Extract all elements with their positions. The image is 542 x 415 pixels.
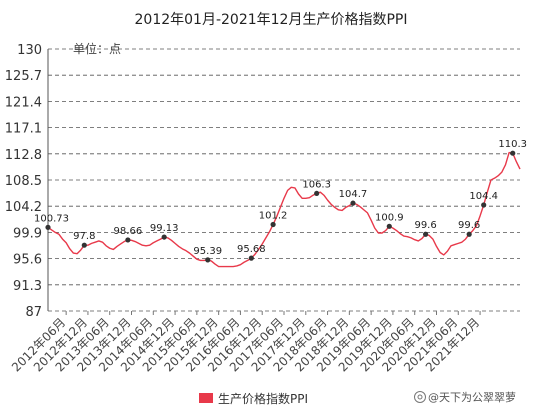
y-tick-label: 108.5 (5, 174, 42, 189)
data-point (423, 231, 429, 237)
data-point (270, 221, 276, 228)
data-label: 98.66 (114, 226, 143, 237)
data-label: 97.8 (73, 231, 95, 242)
y-tick-label: 130 (17, 43, 42, 58)
data-label: 95.39 (193, 246, 222, 257)
y-tick-label: 117.1 (5, 122, 42, 137)
legend: 生产价格指数PPI (199, 391, 308, 406)
series-group (45, 150, 521, 268)
chart-title: 2012年01月-2021年12月生产价格指数PPI (135, 12, 408, 28)
watermark: @天下为公翠翠萝 (414, 391, 516, 404)
y-tick-label: 121.4 (5, 95, 42, 110)
watermark-text: @天下为公翠翠萝 (428, 391, 516, 404)
data-label: 100.73 (34, 213, 69, 224)
data-label: 110.3 (498, 139, 527, 150)
data-point (125, 237, 131, 243)
data-label: 100.9 (375, 212, 404, 223)
unit-label: 单位：点 (73, 41, 121, 56)
data-point (314, 190, 320, 197)
data-label: 106.3 (302, 179, 331, 190)
y-tick-label: 104.2 (5, 200, 42, 215)
data-label: 101.2 (259, 210, 288, 221)
y-axis: 130 125.7 121.4 117.1 112.8 108.5 104.2 99.9 95.… (5, 43, 49, 320)
data-point (205, 257, 211, 263)
data-point (45, 224, 51, 230)
data-point (350, 200, 356, 206)
legend-swatch (199, 393, 213, 403)
data-point (161, 234, 167, 240)
grid-lines (48, 48, 520, 312)
y-tick-label: 112.8 (5, 148, 42, 163)
data-label: 99.13 (150, 223, 179, 234)
data-label: 104.7 (339, 189, 368, 200)
y-tick-label: 87 (25, 305, 42, 320)
data-point (466, 231, 472, 237)
data-label: 99.6 (458, 220, 480, 231)
data-point (386, 223, 392, 229)
y-tick-label: 99.9 (13, 226, 42, 241)
camera-icon (414, 391, 426, 403)
x-axis: 2012年06月2012年12月2013年06月2013年12月2014年06月… (9, 311, 482, 374)
y-tick-label: 91.3 (13, 279, 42, 294)
data-point (481, 202, 487, 208)
y-tick-label: 95.6 (13, 253, 42, 268)
data-point (81, 242, 87, 248)
y-tick-label: 125.7 (5, 69, 42, 84)
data-labels: 100.73 97.8 98.66 99.13 95.39 95.68 101.2 106.3… (34, 139, 527, 257)
legend-label: 生产价格指数PPI (218, 391, 308, 406)
data-label: 95.68 (237, 244, 266, 255)
data-point (248, 255, 254, 261)
data-point (510, 150, 516, 156)
data-label: 104.4 (469, 191, 498, 202)
data-label: 99.6 (414, 220, 436, 231)
